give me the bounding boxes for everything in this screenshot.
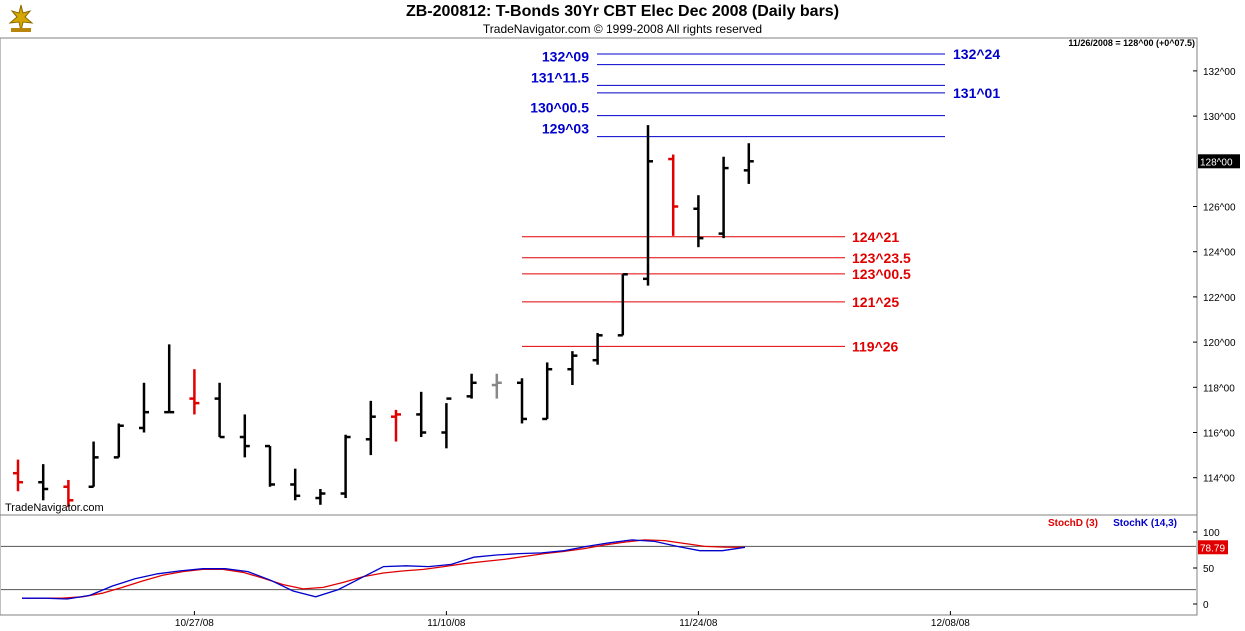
date-tick-label: 11/24/08 [679,618,718,629]
stoch-tick-label: 50 [1203,564,1215,575]
legend-stoch-d: StochD (3) [1048,518,1098,529]
watermark-text: TradeNavigator.com [5,502,104,514]
price-tick-label: 132^00 [1203,67,1236,78]
price-tick-label: 130^00 [1203,112,1236,123]
stoch-tick-label: 100 [1203,528,1220,539]
date-tick-label: 11/10/08 [427,618,466,629]
resistance-label: 130^00.5 [530,100,589,116]
support-label: 121^25 [852,294,899,310]
resistance-label: 132^09 [542,49,589,65]
price-tick-label: 114^00 [1203,474,1235,485]
legend-stoch-k: StochK (14,3) [1113,518,1177,529]
quote-readout: 11/26/2008 = 128^00 (+0^07.5) [1068,38,1195,48]
price-tick-label: 118^00 [1203,383,1235,394]
price-axis: 114^00 116^00 118^00 120^00 122^00 124^00 126^… [1193,67,1240,485]
resistance-label: 129^03 [542,121,589,137]
price-bars [13,125,754,508]
chart-title: ZB-200812: T-Bonds 30Yr CBT Elec Dec 200… [405,3,840,20]
price-tick-label: 124^00 [1203,248,1236,259]
price-tick-label: 116^00 [1203,429,1235,440]
stoch-last-box [1198,540,1228,555]
resistance-label: 131^01 [953,85,1000,101]
stochastic-panel: 0 50 100 78.79 StochD (3) StochK (14,3) [0,514,1228,616]
support-label: 119^26 [852,338,899,354]
resistance-label: 132^24 [953,46,1000,62]
stoch-d-line [22,539,746,599]
support-label: 124^21 [852,229,899,245]
chart-header: ZB-200812: T-Bonds 30Yr CBT Elec Dec 200… [0,0,1245,38]
stoch-last-label: 78.79 [1200,543,1225,554]
stochastic-lines [22,539,746,600]
date-tick-label: 10/27/08 [175,618,214,629]
price-tick-label: 122^00 [1203,293,1236,304]
last-price-label: 128^00 [1200,157,1233,168]
price-panel: 114^00 116^00 118^00 120^00 122^00 124^00 126^… [0,37,1240,516]
chart-subtitle: TradeNavigator.com © 1999-2008 All right… [482,22,763,36]
resistance-lines: 132^24 132^09 131^11.5 131^01 130^00.5 129^03 [530,46,1000,138]
resistance-label: 131^11.5 [531,69,589,85]
stoch-tick-label: 0 [1203,600,1209,611]
date-tick-label: 12/08/08 [931,618,970,629]
support-label: 123^23.5 [852,250,911,266]
trade-navigator-logo-icon [8,3,34,33]
price-tick-label: 120^00 [1203,338,1236,349]
stoch-k-line [22,539,746,600]
date-axis: 10/27/08 11/10/08 11/24/08 12/08/08 [175,611,970,629]
support-label: 123^00.5 [852,266,911,282]
price-tick-label: 126^00 [1203,203,1236,214]
last-price-box [1198,154,1240,169]
